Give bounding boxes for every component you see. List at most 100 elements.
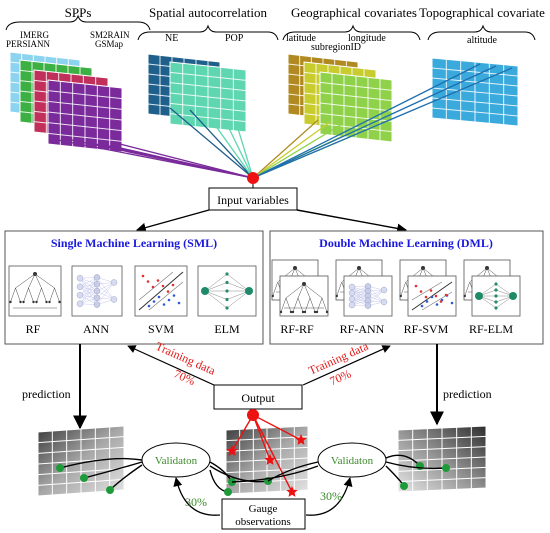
gauge-dot [106,486,114,494]
sml-thumb-ann-edge [79,277,98,287]
gauge-arrow-right [305,477,353,516]
gauge-dot [80,474,88,482]
dml-thumb-1-front-neuron [364,302,372,309]
validation-label-left: Validaton [155,455,198,467]
dml-thumb-0-front-leaf [303,310,307,314]
dml-thumb-1-front-neuron [348,295,356,303]
hub-line [235,121,254,179]
sml-thumb-rf-edge [15,273,36,289]
dml-thumb-3-front-output [509,292,517,300]
dml-thumb-0-front-leaf [291,310,295,314]
sml-thumb-rf-leaf [19,300,22,304]
input-variables-label: Input variables [217,193,289,207]
sml-thumb-svm-point [152,300,156,303]
spatial-layer-pop-row [169,71,247,81]
sml-thumb-svm-hyperplane [138,271,184,311]
sml-thumb-rf [8,265,62,317]
validation-links [56,454,450,496]
red-star [295,434,307,445]
training-left-line2: 70% [172,366,198,388]
sml-thumb-svm-point [162,303,166,306]
sml-thumb-rf-edge [28,273,36,289]
dml-thumb-1-front-edge [351,291,369,306]
dml-thumb-0-front-leaf [301,310,305,314]
prediction-grid-left [37,425,125,497]
dml-thumb-1-front-neuron [348,301,356,309]
sml-panel: Single Machine Learning (SML) RF ANN SVM… [4,230,264,345]
sml-thumb-svm-point [171,283,175,287]
sml-thumb-svm-point [167,298,171,302]
red-star [286,486,298,497]
sml-thumb-svm-point [141,274,145,278]
dml-thumbnails [271,259,521,317]
spps-label-imerg: IMERG [20,30,50,40]
dml-thumb-1-front-neuron [348,283,356,291]
dml-model-rf-rf: RF-RF [280,322,314,336]
sml-thumb-ann-edge [79,277,98,296]
dml-thumb-2-front-point [420,304,424,308]
spp-layer-gsmap-row [47,100,123,110]
spps-label-persiann: PERSIANN [6,39,51,49]
dml-thumb-0-front-edge [309,297,316,313]
dml-thumb-2-back-edge [400,281,406,297]
sml-title: Single Machine Learning (SML) [51,236,217,250]
spps-brace [5,14,151,31]
dml-thumb-1-back-edge [336,281,342,297]
hub-line [252,123,343,179]
dml-thumb-1-back-leaf [335,294,338,298]
sml-thumb-svm-margin [138,271,174,301]
dml-thumb-0-front-edge [297,283,305,299]
hub-line [209,117,254,179]
sml-thumb-rf-edge [23,287,29,303]
gauge-arrow-left [173,477,221,516]
sml-thumb-ann-neuron [76,283,84,290]
dml-thumb-2-front-point [430,295,434,299]
spps-label-sm2rain: SM2RAIN [90,30,130,40]
dml-thumb-0-front-edge [292,297,299,313]
hub-line [252,65,497,179]
topo-layer-altitude-row [431,97,519,107]
red-link [231,414,254,452]
dml-thumb-1-front-edge [351,286,369,301]
dml-thumb-0-front-edge [280,297,287,313]
red-link [252,414,302,441]
sml-thumb-rf-edge [10,287,16,303]
training-arrow-left [127,345,215,386]
pct-left: 30% [185,495,207,509]
sml-thumbnails [8,265,257,317]
sml-thumb-ann-neuron [76,292,84,299]
hub-line [169,107,254,179]
dml-thumb-0-front [279,275,329,317]
sml-thumb-svm-point [161,284,165,288]
dml-thumb-2-front-point [439,300,443,303]
sml-thumb-svm-point [156,279,160,282]
dml-thumb-0-front-leaf [325,310,329,314]
pct-right: 30% [320,489,342,503]
gauge-dot [416,462,424,470]
sml-thumb-ann-neuron [93,287,101,295]
topo-layer-altitude-row [431,107,519,117]
output-label: Output [241,391,275,405]
dml-panel: Double Machine Learning (DML) RF-RF RF-A… [269,230,544,345]
dml-thumb-1-front-neuron [380,286,388,294]
geo-layer-subregion-row [319,102,393,112]
covariate-layers [9,51,519,153]
sml-thumb-elm-edge [226,273,250,292]
dml-model-rf-svm: RF-SVM [404,322,449,336]
sml-thumb-ann-neuron [93,274,101,281]
sml-thumb-ann [71,265,123,317]
dml-thumb-2-front-point [419,290,423,293]
validation-curve [267,461,319,482]
hub-line [252,119,319,179]
validation-oval-left [141,442,211,478]
dml-thumb-3-front-hidden [494,288,498,292]
sml-thumb-rf-leaf [58,300,61,304]
sml-thumb-rf-edge [34,273,55,289]
dml-thumb-0-front-edge [297,297,304,313]
gauge-line2: observations [235,516,291,528]
output-hub-dot [247,409,259,421]
sml-thumb-ann-neuron [93,301,101,308]
dml-thumb-0-front-edge [321,297,328,313]
arrow-input-to-dml [296,209,407,234]
